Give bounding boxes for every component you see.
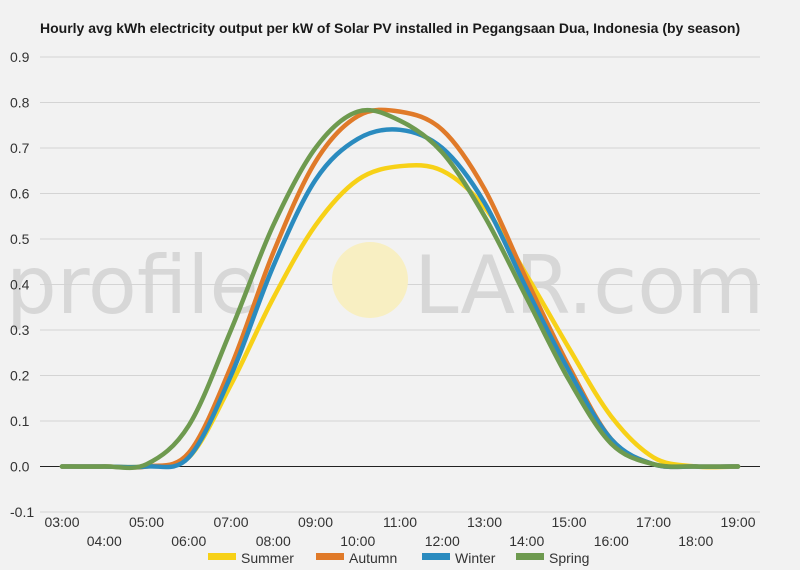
- x-tick-label: 09:00: [298, 514, 333, 530]
- y-tick-label: 0.7: [10, 140, 30, 156]
- x-axis-ticks: 03:00 04:00 05:00 06:00 07:00 08:00 09:00 10:00…: [44, 514, 755, 549]
- x-tick-label: 08:00: [256, 533, 291, 549]
- x-tick-label: 05:00: [129, 514, 164, 530]
- legend-swatch-summer: [208, 553, 236, 560]
- y-tick-label: 0.2: [10, 368, 30, 384]
- chart-title: Hourly avg kWh electricity output per kW…: [40, 20, 740, 36]
- legend-label-winter: Winter: [455, 550, 496, 566]
- y-tick-label: 0.6: [10, 186, 30, 202]
- x-tick-label: 12:00: [425, 533, 460, 549]
- series-line-winter: [59, 127, 741, 470]
- x-tick-label: 18:00: [678, 533, 713, 549]
- y-tick-label: 0.4: [10, 277, 30, 293]
- y-tick-label: 0.9: [10, 49, 30, 65]
- x-tick-label: 04:00: [87, 533, 122, 549]
- legend-swatch-spring: [516, 553, 544, 560]
- x-tick-label: 06:00: [171, 533, 206, 549]
- x-tick-label: 16:00: [594, 533, 629, 549]
- y-axis-ticks: -0.1 0.0 0.1 0.2 0.3 0.4 0.5 0.6 0.7 0.8 0.9: [10, 49, 34, 520]
- x-tick-label: 17:00: [636, 514, 671, 530]
- watermark-text-right: LAR.com: [414, 239, 764, 332]
- series-lines: [59, 107, 741, 471]
- x-tick-label: 07:00: [213, 514, 248, 530]
- x-tick-label: 15:00: [551, 514, 586, 530]
- watermark: profile LAR.com: [6, 239, 764, 332]
- legend-label-autumn: Autumn: [349, 550, 397, 566]
- legend-swatch-autumn: [316, 553, 344, 560]
- series-line-spring: [59, 107, 741, 471]
- x-tick-label: 13:00: [467, 514, 502, 530]
- x-tick-label: 10:00: [340, 533, 375, 549]
- y-tick-label: 0.0: [10, 459, 30, 475]
- x-tick-label: 03:00: [44, 514, 79, 530]
- legend-label-spring: Spring: [549, 550, 589, 566]
- legend-swatch-winter: [422, 553, 450, 560]
- watermark-sun: [332, 242, 408, 318]
- grid-lines: [40, 56, 760, 513]
- y-tick-label: 0.5: [10, 231, 30, 247]
- y-tick-label: -0.1: [10, 504, 34, 520]
- x-tick-label: 14:00: [509, 533, 544, 549]
- y-tick-label: 0.1: [10, 413, 30, 429]
- y-tick-label: 0.8: [10, 95, 30, 111]
- y-tick-label: 0.3: [10, 322, 30, 338]
- x-tick-label: 11:00: [383, 514, 417, 530]
- legend: Summer Autumn Winter Spring: [208, 550, 589, 566]
- watermark-text-left: profile: [6, 239, 259, 332]
- legend-label-summer: Summer: [241, 550, 294, 566]
- x-tick-label: 19:00: [720, 514, 755, 530]
